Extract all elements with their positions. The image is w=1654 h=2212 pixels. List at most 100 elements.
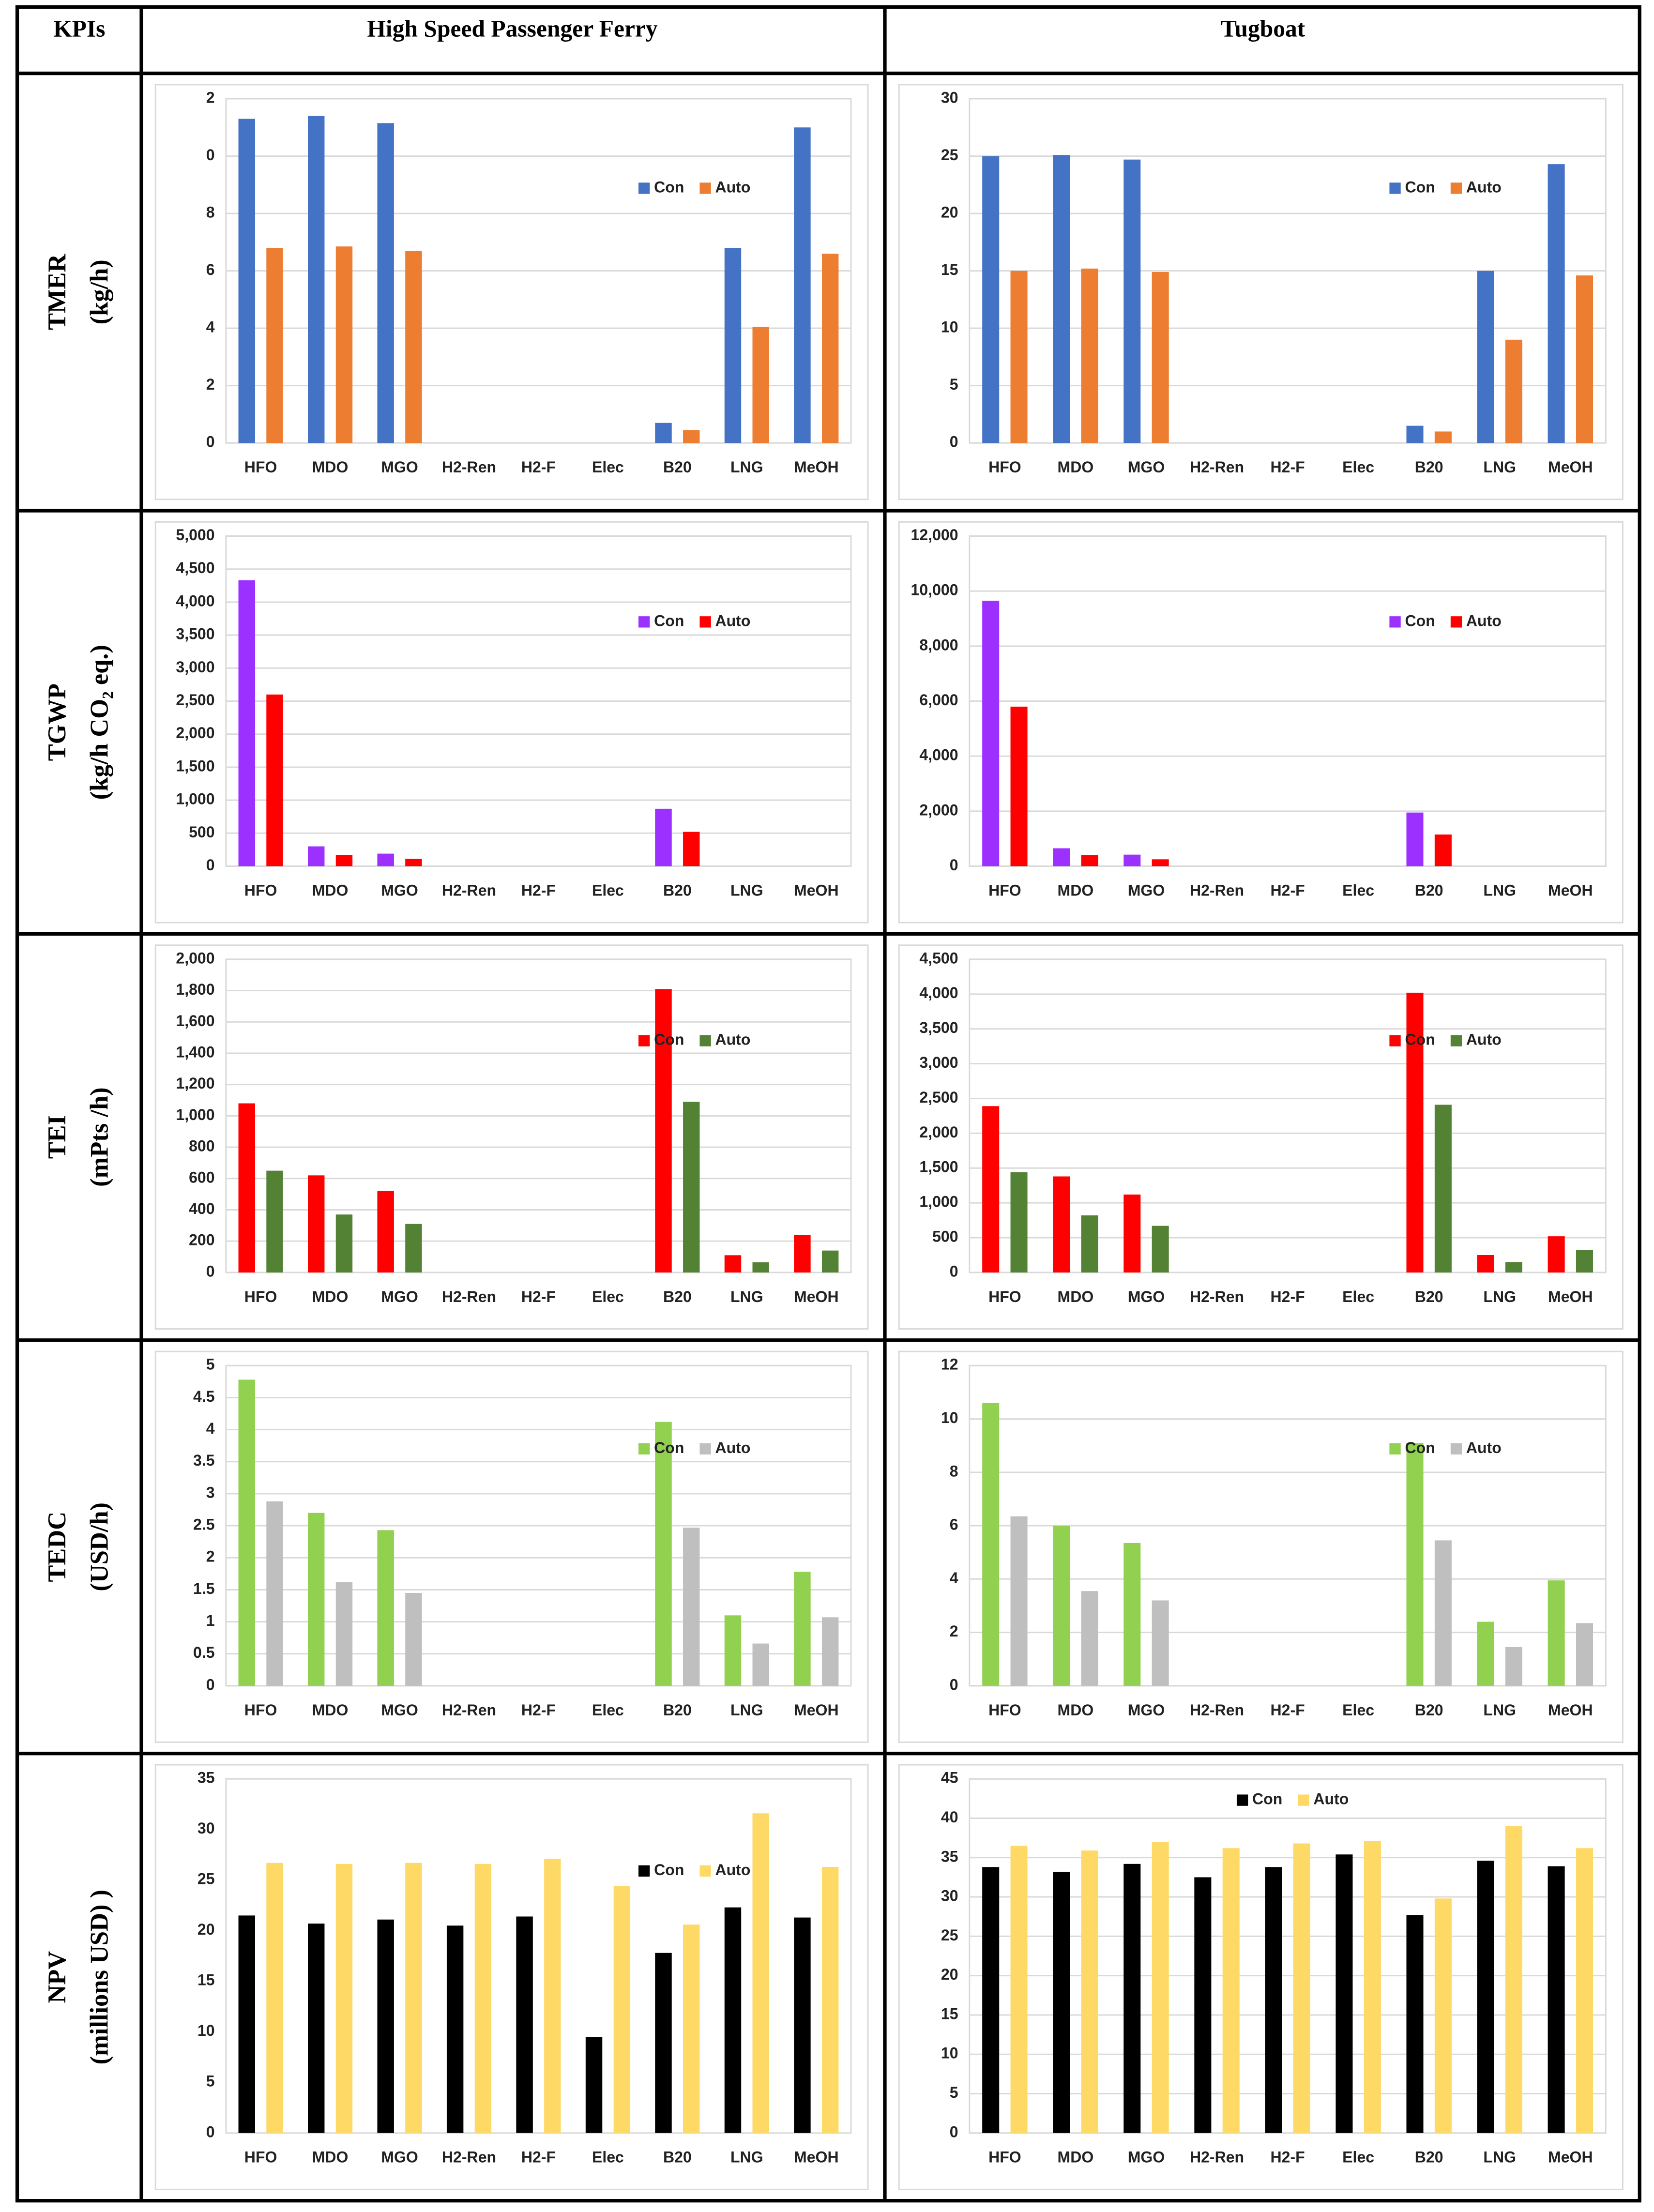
bar <box>335 246 353 443</box>
bar <box>335 1582 353 1686</box>
x-tick-label: H2-Ren <box>1190 2149 1244 2166</box>
bar <box>1576 1848 1593 2133</box>
x-tick-label: Elec <box>1342 1288 1374 1305</box>
y-tick-label: 600 <box>189 1168 214 1186</box>
x-tick-label: H2-F <box>1270 458 1305 476</box>
bar <box>405 859 422 866</box>
y-tick-label: 15 <box>941 2005 958 2022</box>
y-tick-label: 2,000 <box>919 1123 958 1141</box>
y-tick-label: 4,000 <box>919 984 958 1001</box>
bar <box>821 1250 839 1273</box>
bar <box>1406 992 1424 1273</box>
bar <box>1477 1621 1494 1686</box>
bar <box>335 1864 353 2133</box>
bar <box>1194 1877 1212 2133</box>
y-tick-label: 500 <box>189 823 214 841</box>
x-tick-label: MeOH <box>1548 458 1593 476</box>
y-tick-label: 12 <box>941 1356 958 1373</box>
x-tick-label: Elec <box>592 458 624 476</box>
legend-label: Auto <box>715 612 751 629</box>
header-cell: High Speed Passenger Ferry <box>367 15 658 42</box>
y-tick-label: 1,200 <box>176 1075 214 1092</box>
y-tick-label: 0 <box>206 856 215 874</box>
y-tick-label: 4 <box>950 1569 958 1587</box>
bar <box>266 1170 283 1273</box>
bar <box>1505 1262 1522 1273</box>
bar <box>1293 1843 1310 2133</box>
y-tick-label: 25 <box>197 1870 215 1888</box>
y-tick-label: 4 <box>206 1420 215 1437</box>
y-tick-label: 1 <box>206 1612 215 1629</box>
x-tick-label: MDO <box>312 1701 349 1719</box>
kpi-label: TMER <box>43 254 71 330</box>
y-tick-label: 1,000 <box>176 790 214 808</box>
y-tick-label: 6,000 <box>919 691 958 709</box>
bar <box>1152 1842 1169 2133</box>
y-tick-label: 10,000 <box>911 581 958 599</box>
y-tick-label: 0 <box>950 1676 958 1693</box>
x-tick-label: MDO <box>1058 1288 1094 1305</box>
kpi-unit: (kg/h) <box>85 259 113 324</box>
y-tick-label: 35 <box>197 1769 215 1787</box>
y-tick-label: 5 <box>206 2073 215 2090</box>
legend-label: Auto <box>715 1861 751 1879</box>
bar <box>266 1501 283 1686</box>
x-tick-label: H2-F <box>1270 881 1305 899</box>
bar <box>752 1262 769 1273</box>
y-tick-label: 4,000 <box>919 746 958 764</box>
x-tick-label: MDO <box>1058 458 1094 476</box>
legend-label: Con <box>1405 178 1435 196</box>
bar <box>724 1615 742 1686</box>
y-tick-label: 20 <box>941 204 958 221</box>
x-tick-label: LNG <box>1483 1288 1516 1305</box>
bar <box>335 855 353 866</box>
kpi-unit: (kg/h CO₂ eq.) <box>85 645 113 800</box>
legend-label: Con <box>654 1031 684 1048</box>
bar <box>308 1924 325 2133</box>
x-tick-label: H2-F <box>1270 1288 1305 1305</box>
x-tick-label: H2-Ren <box>442 2149 496 2166</box>
x-tick-label: H2-F <box>521 1701 556 1719</box>
bar <box>1053 1176 1070 1273</box>
bar <box>794 1235 811 1273</box>
y-tick-label: 45 <box>941 1769 958 1787</box>
y-tick-label: 0 <box>950 856 958 874</box>
x-tick-label: MGO <box>381 2149 418 2166</box>
legend-swatch <box>638 1035 650 1046</box>
y-tick-label: 10 <box>941 318 958 336</box>
bar <box>1081 1591 1098 1686</box>
kpi-unit: (mPts /h) <box>85 1087 113 1186</box>
y-tick-label: 30 <box>197 1819 215 1837</box>
legend-swatch <box>1236 1794 1248 1806</box>
y-tick-label: 0 <box>950 433 958 451</box>
bar <box>1505 1647 1522 1686</box>
bar <box>982 1106 1000 1273</box>
legend-label: Auto <box>715 1439 751 1456</box>
x-tick-label: Elec <box>592 1701 624 1719</box>
x-tick-label: MeOH <box>1548 2149 1593 2166</box>
x-tick-label: B20 <box>1415 1288 1443 1305</box>
bar <box>1152 1600 1169 1686</box>
y-tick-label: 0 <box>206 433 215 451</box>
bar <box>613 1886 631 2133</box>
y-tick-label: 2 <box>206 376 215 393</box>
y-tick-label: 30 <box>941 1887 958 1905</box>
x-tick-label: LNG <box>1483 2149 1516 2166</box>
y-tick-label: 400 <box>189 1200 214 1217</box>
legend-swatch <box>1389 182 1401 194</box>
y-tick-label: 1,800 <box>176 981 214 998</box>
bar <box>1123 1194 1141 1273</box>
x-tick-label: H2-F <box>1270 2149 1305 2166</box>
bar <box>655 1953 672 2133</box>
bar <box>266 248 283 443</box>
y-tick-label: 5,000 <box>176 526 214 544</box>
x-tick-label: LNG <box>1483 881 1516 899</box>
legend-swatch <box>1450 182 1462 194</box>
legend-label: Auto <box>715 178 751 196</box>
y-tick-label: 30 <box>941 89 958 106</box>
x-tick-label: HFO <box>244 1701 277 1719</box>
y-tick-label: 0 <box>206 1262 215 1280</box>
y-tick-label: 3,500 <box>176 625 214 643</box>
bar <box>1152 272 1169 443</box>
bar <box>1576 275 1593 443</box>
